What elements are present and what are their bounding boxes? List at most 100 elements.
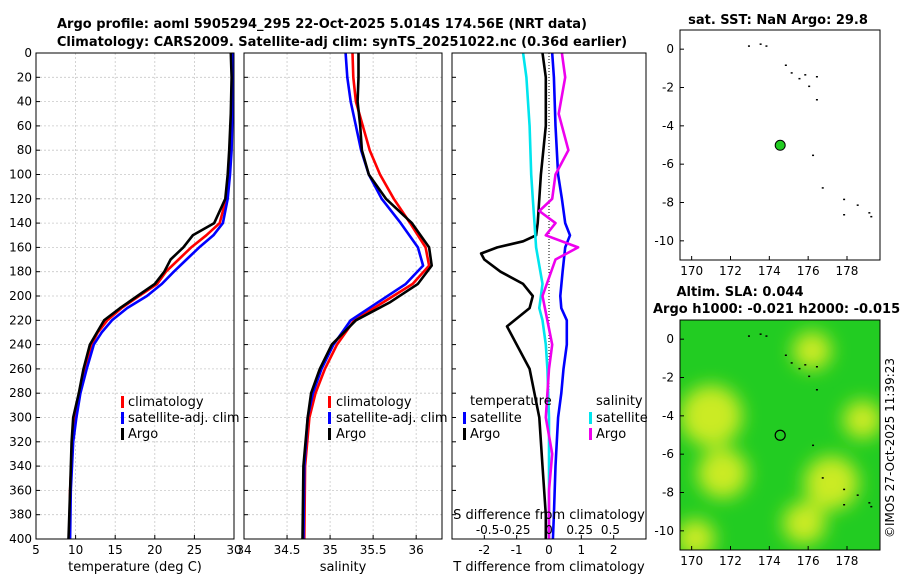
island-mark bbox=[790, 362, 793, 364]
temperature-panel: 5 10 15 20 25 3002040608010012014016018020022… bbox=[9, 46, 242, 575]
altim-title-1: Altim. SLA: 0.044 bbox=[677, 285, 804, 300]
difference-panel: -2 -1 0 1 2 temperature satellite Argo salin… bbox=[451, 52, 648, 575]
salinity-panel: 34 34.5 35 35.5 36 climatology satellite-adj… bbox=[236, 52, 448, 575]
island-mark bbox=[765, 45, 768, 47]
island-mark bbox=[856, 494, 859, 496]
difference-legend: temperature satellite Argo salinity sate… bbox=[463, 394, 648, 442]
x-tick-label: 25 bbox=[187, 543, 202, 557]
y-tick-label: 0 bbox=[666, 42, 674, 56]
x-tick-label: 172 bbox=[719, 554, 742, 568]
y-tick-label: -2 bbox=[662, 371, 674, 385]
island-mark bbox=[798, 77, 801, 80]
s-tick-label: 0.25 bbox=[566, 523, 593, 537]
island-mark bbox=[784, 64, 787, 66]
island-mark bbox=[808, 85, 811, 88]
s-difference-ticks: -0.5 -0.25 0 0.25 0.5 bbox=[476, 523, 620, 537]
y-tick-label: 280 bbox=[9, 386, 32, 400]
x-tick-label: 174 bbox=[758, 264, 781, 278]
island-mark bbox=[747, 335, 750, 337]
x-tick-label: 176 bbox=[797, 264, 820, 278]
x-tick-label: 35.5 bbox=[360, 543, 387, 557]
series-line-salinity-argo bbox=[537, 52, 580, 539]
legend-argo: Argo bbox=[336, 427, 366, 442]
sla-high-region bbox=[680, 519, 715, 550]
legend-climatology: climatology bbox=[336, 395, 412, 410]
series-line-argo bbox=[301, 53, 434, 540]
y-tick-label: -8 bbox=[662, 486, 674, 500]
altim-map-ticks: 170 172 174 176 178 0 -2 -4 -6 -8 -10 bbox=[654, 332, 858, 568]
legend-sal-satellite: satellite bbox=[596, 411, 648, 426]
temperature-legend: climatology satellite-adj. clim Argo bbox=[121, 395, 240, 442]
temperature-lines bbox=[67, 52, 235, 540]
island-mark bbox=[870, 505, 873, 508]
legend-temperature-title: temperature bbox=[470, 394, 552, 409]
island-mark bbox=[870, 215, 873, 218]
island-mark bbox=[784, 354, 787, 356]
island-mark bbox=[868, 212, 871, 214]
island-mark bbox=[808, 375, 811, 378]
altim-title-2: Argo h1000: -0.021 h2000: -0.015 bbox=[653, 302, 900, 317]
x-tick-label: 34.5 bbox=[274, 543, 301, 557]
series-line-satellite-adj-clim bbox=[302, 52, 425, 540]
y-tick-label: 140 bbox=[9, 216, 32, 230]
y-tick-label: -6 bbox=[662, 157, 674, 171]
legend-satellite-adj: satellite-adj. clim bbox=[336, 411, 448, 426]
island-mark bbox=[843, 198, 846, 201]
salinity-grid bbox=[243, 52, 442, 540]
salinity-legend: climatology satellite-adj. clim Argo bbox=[328, 395, 448, 442]
difference-xlabel: T difference from climatology bbox=[452, 560, 645, 575]
y-tick-label: 240 bbox=[9, 338, 32, 352]
x-tick-label: 174 bbox=[758, 554, 781, 568]
y-tick-label: 40 bbox=[17, 95, 32, 109]
series-line-temperature-satellite bbox=[550, 52, 572, 540]
altimetry-field bbox=[680, 331, 880, 550]
y-tick-label: -4 bbox=[662, 119, 674, 133]
x-tick-label: 34 bbox=[236, 543, 251, 557]
sla-high-region bbox=[804, 456, 859, 510]
title-line2: Climatology: CARS2009. Satellite-adj cli… bbox=[57, 35, 627, 50]
island-mark bbox=[843, 504, 846, 506]
island-mark bbox=[868, 502, 871, 504]
x-tick-label: 15 bbox=[108, 543, 123, 557]
y-tick-label: 120 bbox=[9, 192, 32, 206]
y-tick-label: 20 bbox=[17, 70, 32, 84]
island-mark bbox=[747, 45, 750, 47]
sat-sst-map: 170 172 174 176 178 0 -2 -4 -6 -8 -10 bbox=[654, 29, 881, 278]
legend-satellite-adj: satellite-adj. clim bbox=[128, 411, 240, 426]
x-tick-label: -2 bbox=[478, 543, 490, 557]
y-tick-label: 360 bbox=[9, 483, 32, 497]
island-mark bbox=[765, 335, 768, 337]
y-tick-label: 340 bbox=[9, 459, 32, 473]
sla-high-region bbox=[792, 331, 832, 370]
x-tick-label: 170 bbox=[680, 264, 703, 278]
island-mark bbox=[759, 333, 762, 335]
legend-sal-argo: Argo bbox=[596, 427, 626, 442]
island-mark bbox=[798, 367, 801, 370]
x-tick-label: -1 bbox=[511, 543, 523, 557]
island-mark bbox=[821, 477, 824, 479]
island-mark bbox=[812, 444, 815, 447]
legend-temp-argo: Argo bbox=[470, 427, 500, 442]
x-tick-label: 5 bbox=[32, 543, 40, 557]
temperature-xlabel: temperature (deg C) bbox=[68, 560, 202, 575]
island-mark bbox=[815, 366, 818, 368]
sla-high-region bbox=[680, 385, 743, 447]
y-tick-label: -10 bbox=[654, 234, 674, 248]
legend-argo: Argo bbox=[128, 427, 158, 442]
title-line1: Argo profile: aoml 5905294_295 22-Oct-20… bbox=[57, 17, 587, 32]
side-stamp: ©IMOS 27-Oct-2025 11:39:23 bbox=[883, 358, 897, 538]
salinity-ticks: 34 34.5 35 35.5 36 bbox=[236, 52, 424, 557]
difference-ticks: -2 -1 0 1 2 bbox=[452, 52, 617, 557]
x-tick-label: 178 bbox=[836, 264, 859, 278]
legend-salinity-title: salinity bbox=[596, 394, 643, 409]
island-mark bbox=[821, 187, 824, 189]
argo-float-marker bbox=[774, 139, 786, 151]
x-tick-label: 30 bbox=[226, 543, 241, 557]
difference-lines bbox=[479, 52, 580, 540]
y-tick-label: 220 bbox=[9, 313, 32, 327]
island-mark bbox=[790, 72, 793, 74]
temperature-ticks: 5 10 15 20 25 3002040608010012014016018020022… bbox=[9, 46, 242, 557]
y-tick-label: 100 bbox=[9, 168, 32, 182]
y-tick-label: -2 bbox=[662, 81, 674, 95]
y-tick-label: 80 bbox=[17, 143, 32, 157]
